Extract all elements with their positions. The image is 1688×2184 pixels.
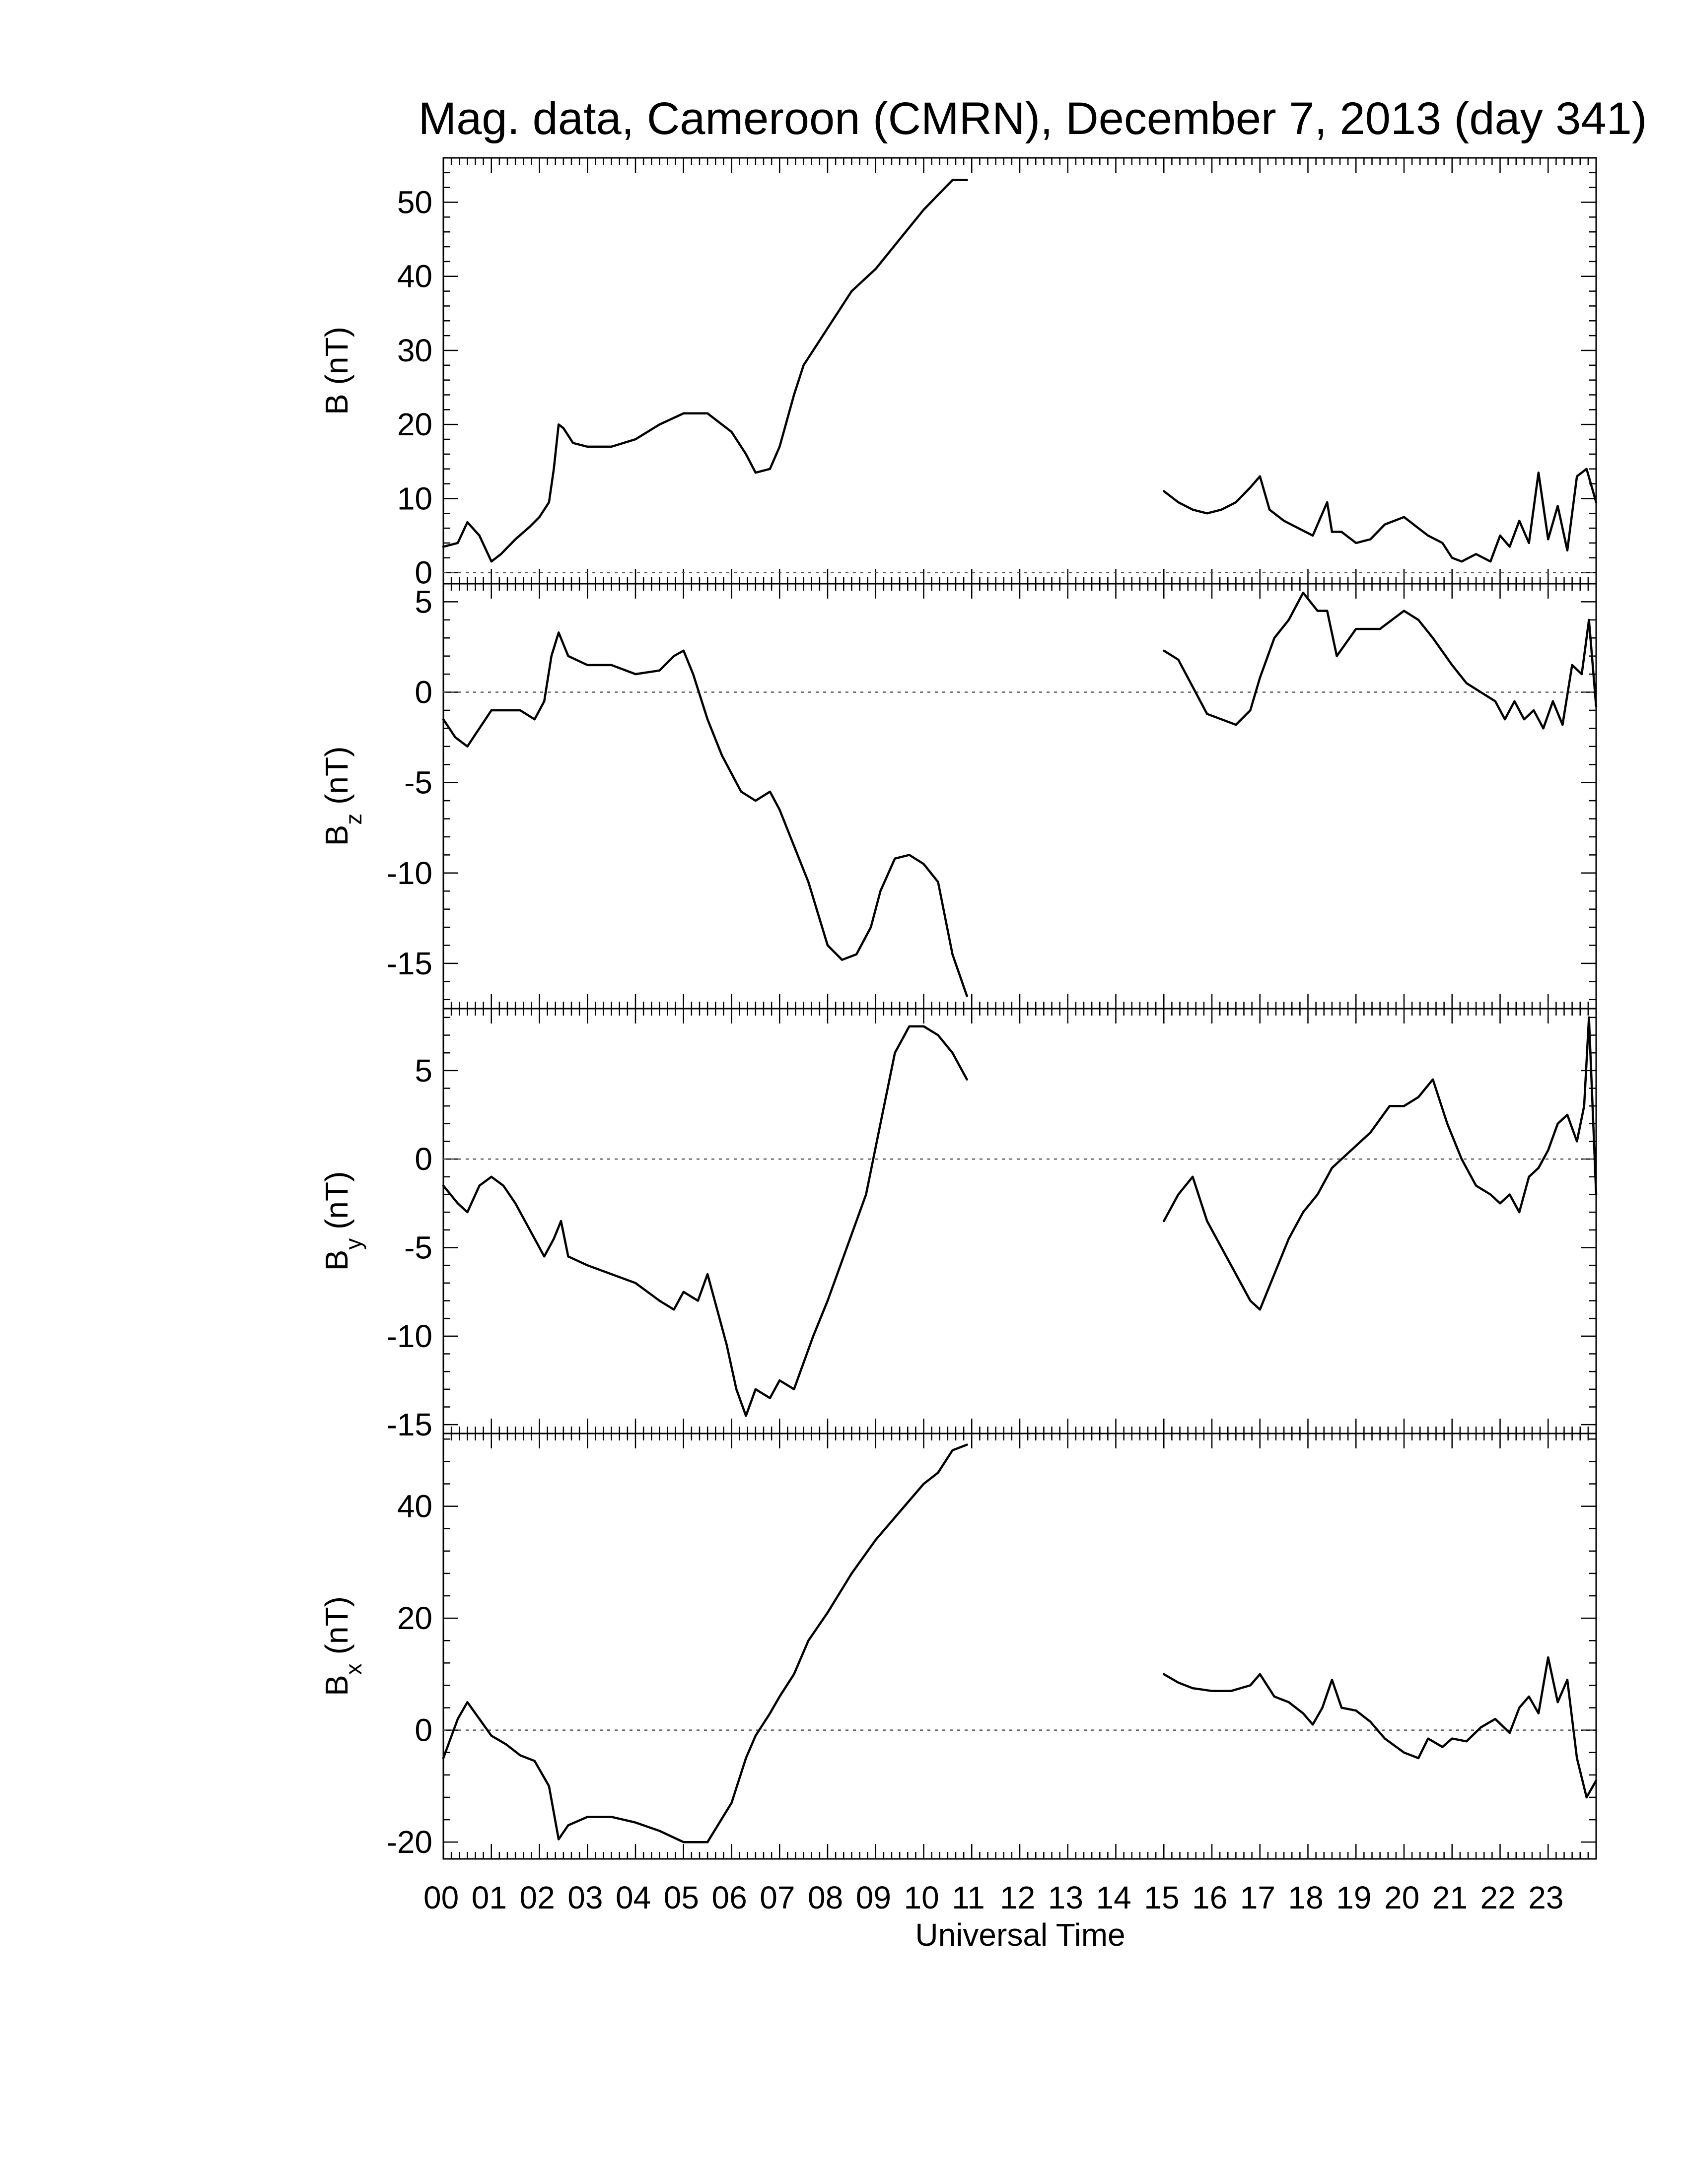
- y-axis-label-main: B: [319, 825, 354, 846]
- y-tick-label: 0: [415, 1141, 432, 1177]
- y-tick-label: 20: [397, 1600, 432, 1636]
- y-axis-label-main: B: [319, 1675, 354, 1696]
- x-tick-label: 12: [1000, 1880, 1035, 1915]
- x-tick-label: 21: [1432, 1880, 1468, 1915]
- y-axis-label-main: B: [319, 394, 354, 415]
- y-tick-label: 10: [397, 480, 432, 516]
- y-tick-label: 0: [415, 1712, 432, 1748]
- x-tick-label: 16: [1192, 1880, 1227, 1915]
- y-axis-label-unit: (nT): [319, 747, 354, 814]
- y-axis-label: Bx (nT): [319, 1596, 366, 1696]
- y-tick-label: 0: [415, 675, 432, 710]
- series-line-bx-1: [442, 1443, 968, 1843]
- series-line-by-2: [1163, 1016, 1598, 1311]
- y-tick-label: 20: [397, 407, 432, 442]
- y-tick-label: -20: [387, 1824, 433, 1860]
- y-tick-label: -10: [387, 1318, 433, 1354]
- y-tick-label: 0: [415, 555, 432, 591]
- x-tick-label: 14: [1096, 1880, 1131, 1915]
- series-line-by-1: [442, 1025, 968, 1417]
- x-tick-label: 07: [760, 1880, 795, 1915]
- y-tick-label: 5: [415, 1053, 432, 1089]
- y-axis-label: Bz (nT): [319, 747, 366, 846]
- x-tick-label: 03: [567, 1880, 603, 1915]
- y-axis-label-unit: (nT): [319, 1596, 354, 1663]
- y-axis-label-sub: z: [341, 814, 366, 825]
- figure-title: Mag. data, Cameroon (CMRN), December 7, …: [419, 93, 1647, 144]
- series-line-b-2: [1163, 468, 1598, 563]
- y-tick-label: -5: [404, 765, 432, 801]
- x-tick-label: 22: [1480, 1880, 1516, 1915]
- x-tick-label: 01: [472, 1880, 507, 1915]
- y-tick-label: -10: [387, 855, 433, 891]
- y-axis-label-unit: (nT): [319, 1171, 354, 1238]
- x-tick-label: 23: [1528, 1880, 1563, 1915]
- panel-b: 0 10 20 30 40 50 B (nT): [319, 157, 1598, 591]
- y-tick-label: 40: [397, 259, 432, 294]
- y-tick-label: -5: [404, 1230, 432, 1266]
- x-tick-label: 08: [808, 1880, 843, 1915]
- x-tick-label: 10: [904, 1880, 939, 1915]
- x-tick-label: 19: [1336, 1880, 1371, 1915]
- x-tick-label: 04: [616, 1880, 651, 1915]
- x-tick-label: 06: [712, 1880, 747, 1915]
- y-tick-label: 30: [397, 333, 432, 368]
- y-tick-label: 50: [397, 185, 432, 220]
- y-axis-label: B (nT): [319, 327, 354, 415]
- x-tick-label: 15: [1144, 1880, 1179, 1915]
- x-tick-label: 20: [1384, 1880, 1419, 1915]
- y-tick-label: -15: [387, 1407, 433, 1442]
- x-tick-label: 00: [423, 1880, 459, 1915]
- y-tick-label: 5: [415, 584, 432, 619]
- series-line-bz-1: [442, 631, 968, 997]
- x-tick-label: 02: [520, 1880, 555, 1915]
- panel-by: -15 -10 -5 0 5 By (nT): [319, 1008, 1598, 1442]
- x-tick-label: 13: [1048, 1880, 1083, 1915]
- x-tick-label: 18: [1288, 1880, 1324, 1915]
- y-axis-label: By (nT): [319, 1171, 366, 1271]
- y-axis-label-main: B: [319, 1250, 354, 1271]
- y-axis-label-sub: y: [341, 1238, 366, 1250]
- x-axis-label: Universal Time: [915, 1917, 1125, 1953]
- x-axis-tick-labels: 00 01 02 03 04 05 06 07 08 09 10 11 12 13 14 15 16 17 18 19…: [423, 1880, 1563, 1915]
- series-line-b-1: [442, 179, 968, 563]
- x-tick-label: 17: [1240, 1880, 1275, 1915]
- panel-bz: -15 -10 -5 0 5 Bz (nT): [319, 583, 1598, 1010]
- series-line-bz-2: [1163, 591, 1598, 730]
- x-tick-label: 09: [856, 1880, 891, 1915]
- y-axis-label-unit: (nT): [319, 327, 354, 394]
- panel-bx: -20 0 20 40 Bx (nT): [319, 1433, 1598, 1860]
- x-tick-label: 11: [952, 1880, 985, 1915]
- x-tick-label: 05: [664, 1880, 699, 1915]
- y-axis-label-sub: x: [341, 1663, 366, 1675]
- y-tick-label: 40: [397, 1489, 432, 1524]
- series-line-bx-2: [1163, 1656, 1598, 1799]
- y-tick-label: -15: [387, 946, 433, 981]
